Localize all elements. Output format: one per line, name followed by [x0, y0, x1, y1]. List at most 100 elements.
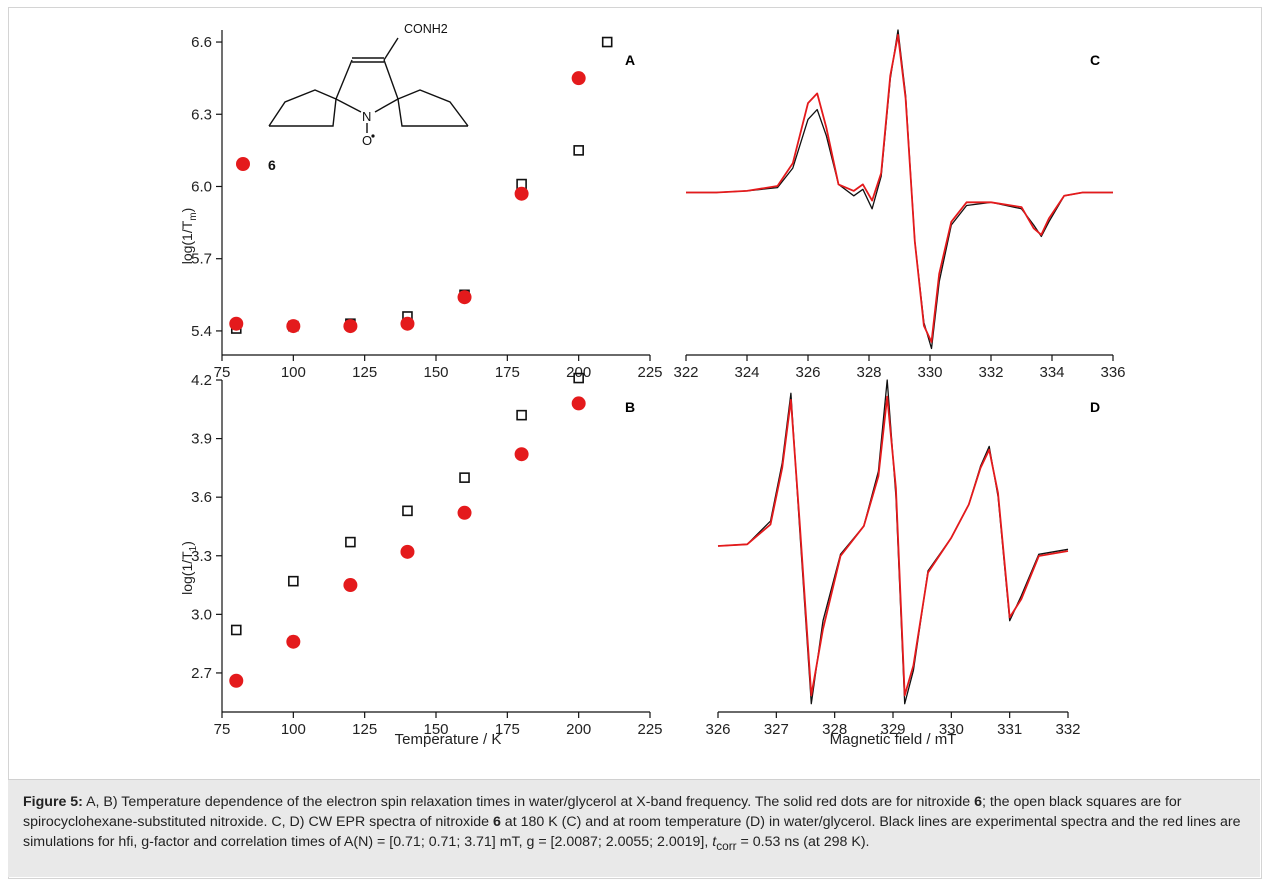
- panel-a-y-tick-label: 6.6: [191, 34, 212, 51]
- molecule-conh2-label: CONH2: [404, 22, 448, 36]
- panel-a-dot-point: [571, 71, 586, 86]
- panel-a: A 75 100 125 150 175 200 225 5.4 5.7 6.0 6.3 6.6 lo…: [179, 22, 663, 381]
- panel-d-marks: [717, 379, 1069, 705]
- caption-label: Figure 5:: [23, 794, 83, 810]
- panel-b-dot-point: [514, 447, 529, 462]
- panel-c-x-tick-label: 336: [1100, 364, 1125, 381]
- panel-d-simulation-line: [717, 395, 1069, 697]
- panel-a-dot-point: [400, 316, 415, 331]
- panel-a-y-tick-label: 6.3: [191, 106, 212, 123]
- panel-b-ylabel: log(1/T1): [179, 541, 199, 595]
- panel-d-x-tick-label: 330: [939, 721, 964, 738]
- panel-d: D 326 327 328 329 330 331 332 Magnetic field /…: [705, 379, 1100, 748]
- panel-b-x-tick-label: 150: [423, 721, 448, 738]
- panel-b-x-tick-label: 125: [352, 721, 377, 738]
- panel-a-axes: 75 100 125 150 175 200 225 5.4 5.7 6.0 6.3 6.6: [191, 30, 663, 381]
- panel-b-xlabel: Temperature / K: [395, 731, 502, 748]
- panel-c: C 322 324 326 328 330 332 334 336: [673, 29, 1126, 381]
- panel-b-y-tick-label: 3.3: [191, 548, 212, 565]
- panel-b-x-tick-label: 175: [495, 721, 520, 738]
- panel-d-x-tick-label: 332: [1055, 721, 1080, 738]
- panel-b-ylabel-sub: 1: [188, 545, 199, 551]
- panel-c-x-tick-label: 332: [978, 364, 1003, 381]
- panel-c-x-tick-label: 324: [734, 364, 759, 381]
- panel-b-square-point: [345, 536, 356, 548]
- panel-c-x-tick-label: 326: [795, 364, 820, 381]
- panel-a-square-point: [601, 36, 613, 48]
- panel-b-dot-point: [286, 634, 301, 649]
- caption-compound-1: 6: [974, 794, 982, 810]
- panel-b-x-tick-label: 225: [637, 721, 662, 738]
- panel-a-ylabel-sub: m: [188, 212, 199, 220]
- panel-a-x-tick-label: 150: [423, 364, 448, 381]
- panel-c-axes: 322 324 326 328 330 332 334 336: [673, 354, 1126, 381]
- molecule-structure: [268, 37, 469, 133]
- caption-t-symbol: t: [712, 834, 717, 850]
- panel-b-square-point: [402, 505, 413, 517]
- panel-b: B 75 100 125 150 175 200 225 2.7 3.0 3.3 3.6 3.9 4.2…: [179, 372, 663, 748]
- panel-a-y-tick-label: 5.4: [191, 323, 212, 340]
- panel-b-marks: [229, 372, 586, 688]
- panel-d-letter: D: [1090, 399, 1100, 415]
- caption-compound-2: 6: [492, 814, 501, 830]
- panel-c-x-tick-label: 330: [917, 364, 942, 381]
- panel-d-x-tick-label: 326: [705, 721, 730, 738]
- panel-b-square-point: [459, 472, 470, 483]
- panel-b-square-point: [230, 624, 242, 636]
- legend-red-dot: [236, 157, 250, 171]
- panel-d-axes: 326 327 328 329 330 331 332: [705, 711, 1081, 738]
- caption-part-2: ; the open black squares are for spirocy…: [23, 794, 1182, 830]
- panel-c-x-tick-label: 328: [856, 364, 881, 381]
- panel-a-dot-point: [229, 316, 244, 331]
- panel-a-ylabel: log(1/Tm): [179, 208, 199, 265]
- panel-a-dot-point: [343, 319, 358, 334]
- panel-c-letter: C: [1090, 52, 1100, 68]
- panel-d-x-tick-label: 328: [822, 721, 847, 738]
- panel-c-experimental-line: [686, 29, 1113, 350]
- panel-a-x-tick-label: 200: [566, 364, 591, 381]
- panel-c-simulation-line: [686, 34, 1113, 343]
- panel-b-y-tick-label: 4.2: [191, 372, 212, 389]
- panel-b-dot-point: [229, 673, 244, 688]
- panel-a-marks: [229, 36, 613, 334]
- molecule-n-label: N: [362, 109, 371, 124]
- panel-c-x-tick-label: 334: [1039, 364, 1064, 381]
- panel-d-experimental-line: [717, 379, 1069, 705]
- panel-b-axes: 75 100 125 150 175 200 225 2.7 3.0 3.3 3.6 3.9 4.2: [191, 372, 662, 738]
- molecule-radical-dot: [371, 134, 375, 138]
- panel-a-letter: A: [625, 52, 635, 68]
- panel-b-x-tick-label: 200: [566, 721, 591, 738]
- legend-label-6: 6: [268, 157, 276, 173]
- panel-a-x-tick-label: 175: [495, 364, 520, 381]
- panel-b-y-tick-label: 2.7: [191, 665, 212, 682]
- panel-a-x-tick-label: 100: [281, 364, 306, 381]
- panel-a-dot-point: [457, 290, 472, 305]
- panel-b-dot-point: [400, 544, 415, 559]
- panel-a-x-tick-label: 75: [214, 364, 231, 381]
- panel-a-y-tick-label: 6.0: [191, 178, 212, 195]
- panel-a-y-tick-label: 5.7: [191, 251, 212, 268]
- panel-c-marks: [686, 29, 1113, 350]
- panel-d-x-tick-label: 327: [764, 721, 789, 738]
- panel-b-square-point: [573, 372, 584, 384]
- panel-a-x-tick-label: 125: [352, 364, 377, 381]
- caption-t-sub: corr: [716, 838, 737, 853]
- figure-frame: [8, 7, 1262, 879]
- molecule-o-label: O: [362, 133, 372, 148]
- caption-part-1: A, B) Temperature dependence of the elec…: [82, 794, 975, 810]
- panel-b-x-tick-label: 75: [214, 721, 231, 738]
- panel-d-x-tick-label: 331: [997, 721, 1022, 738]
- panel-b-letter: B: [625, 399, 635, 415]
- panel-c-x-tick-label: 322: [673, 364, 698, 381]
- panel-b-y-tick-label: 3.9: [191, 431, 212, 448]
- panel-b-y-tick-label: 3.0: [191, 606, 212, 623]
- caption-part-3: at 180 K (C) and at room temperature (D)…: [23, 814, 1241, 850]
- panel-d-x-tick-label: 329: [880, 721, 905, 738]
- panel-b-dot-point: [571, 396, 586, 411]
- panel-b-y-tick-label: 3.6: [191, 489, 212, 506]
- panel-b-square-point: [516, 409, 527, 421]
- caption-part-4: = 0.53 ns (at 298 K).: [736, 834, 870, 850]
- panel-b-dot-point: [343, 578, 358, 593]
- panel-a-dot-point: [286, 319, 301, 334]
